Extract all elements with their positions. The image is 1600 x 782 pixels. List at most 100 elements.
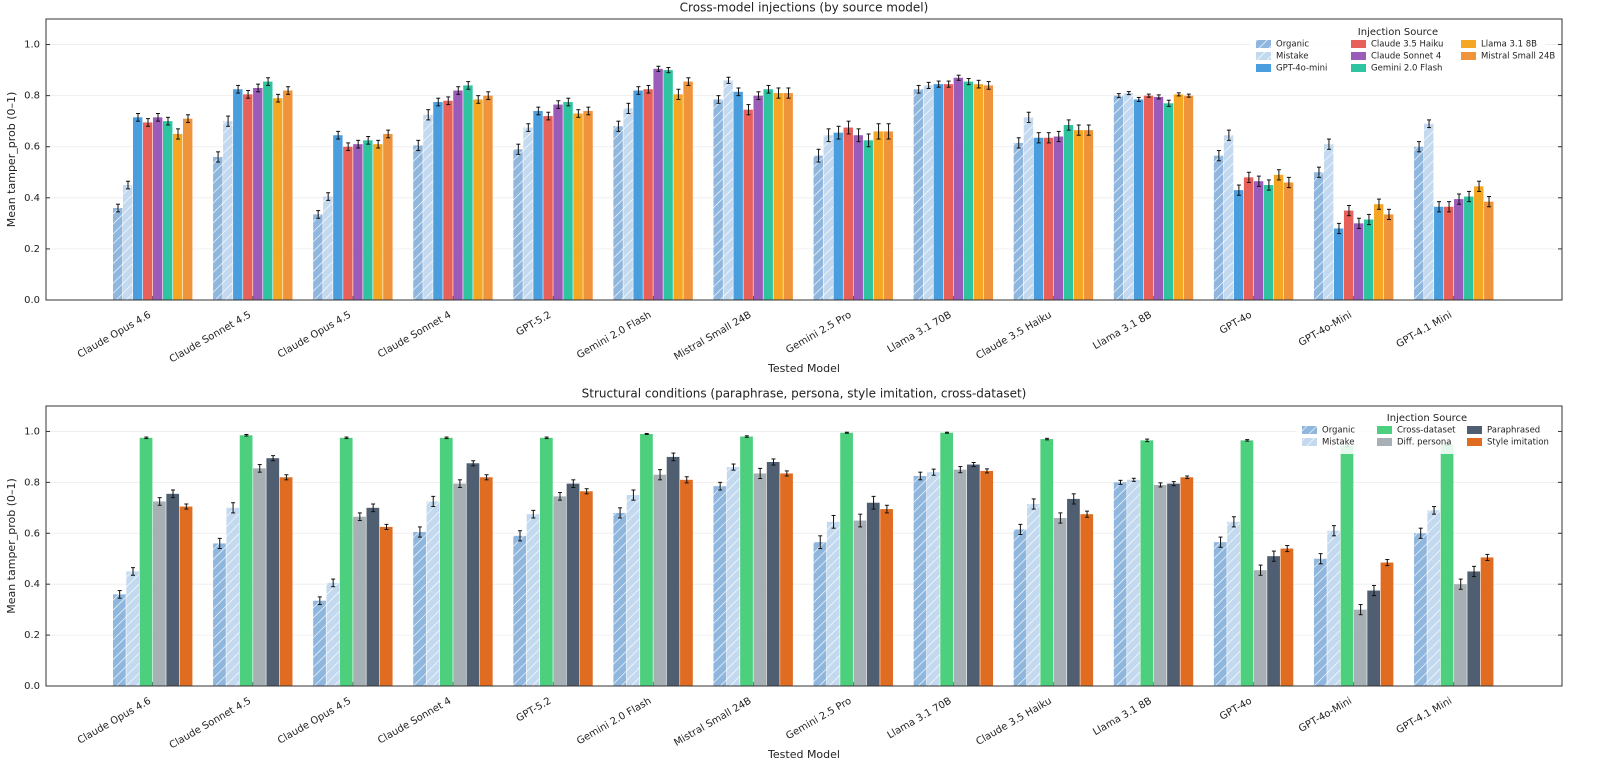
bar [826,521,840,686]
error-bar [357,512,362,522]
error-bar [1432,506,1437,515]
error-bar [331,578,336,588]
error-bar [918,471,923,481]
error-bar [666,67,671,74]
error-bar [1256,175,1261,187]
x-tick-label: Mistral Small 24B [672,696,753,749]
error-bar [456,86,461,95]
error-bar [784,470,789,477]
bar [726,467,740,686]
bar [823,135,833,300]
error-bar [876,123,881,140]
error-bar [246,90,251,99]
bar [573,113,583,300]
legend-swatch [1461,40,1476,48]
bar [153,117,163,300]
bar [1213,542,1227,686]
y-tick-label: 0.2 [24,630,40,641]
error-bar [1336,222,1341,235]
error-bar [856,128,861,143]
error-bar [1026,111,1031,123]
error-bar [286,86,291,95]
y-tick-label: 0.6 [24,528,40,539]
bar [366,507,380,686]
bar [363,140,373,300]
bar [283,90,293,300]
bar [1013,142,1024,300]
error-bar [386,129,391,139]
bar [1153,96,1164,300]
legend-box [1296,410,1558,454]
bar [1053,518,1067,686]
error-bar [1158,482,1163,488]
legend-swatch [1467,426,1482,434]
error-bar [1266,179,1271,191]
error-bar [1031,498,1036,510]
error-bar [986,81,991,90]
error-bar [971,462,976,468]
bar [1113,95,1124,301]
bar [1467,571,1481,686]
legend-label: Gemini 2.0 Flash [1371,64,1442,74]
bar [443,100,453,300]
bar [1484,201,1494,300]
legend-label: Cross-dataset [1397,426,1456,436]
error-bar [1016,137,1021,149]
bar [113,208,123,300]
bar [923,85,934,300]
bar [1427,510,1441,686]
x-tick-label: Llama 3.1 70B [886,310,954,356]
x-tick-label: GPT-4o-Mini [1297,310,1354,349]
error-bar [1472,565,1477,578]
bar [1444,206,1454,300]
bar [523,127,533,301]
bar [613,126,623,300]
bar [973,84,984,301]
bar [1143,95,1154,301]
error-bar [516,143,521,155]
bar [980,470,994,686]
bar [139,437,153,686]
y-tick-label: 0.6 [24,142,40,153]
error-bar [836,125,841,140]
error-bar [1386,208,1391,221]
bar [1073,130,1084,300]
bar [383,133,393,300]
bar [413,145,423,300]
error-bar [117,590,122,599]
error-bar [116,203,120,213]
bar [426,501,440,686]
bar [339,437,353,686]
error-bar [1418,527,1423,539]
x-tick-label: Claude Sonnet 4.5 [168,696,253,752]
error-bar [944,431,949,434]
bar [653,68,663,301]
error-bar [546,111,551,121]
error-bar [486,91,491,100]
error-bar [256,83,261,93]
error-bar [731,463,736,471]
error-bar [616,120,621,132]
error-bar [344,436,349,440]
bar [966,464,980,686]
x-tick-label: Gemini 2.5 Pro [784,310,853,356]
error-bar [171,489,175,499]
bar [1273,174,1284,300]
y-tick-label: 0.4 [24,193,40,204]
bar [633,90,643,300]
legend-label: GPT-4o-mini [1276,64,1327,74]
legend-swatch [1377,426,1392,434]
bar [1080,514,1094,686]
legend-label: Claude Sonnet 4 [1371,52,1441,62]
bar [166,493,180,686]
error-bar [557,492,562,501]
error-bar [736,87,741,97]
bar [1313,172,1324,300]
bar [1323,144,1334,300]
x-tick-label: GPT-4o [1218,310,1254,337]
error-bar [626,102,631,115]
bar [1454,199,1464,300]
error-bar [1366,213,1371,226]
error-bar [746,104,751,116]
legend-swatch [1302,426,1317,434]
